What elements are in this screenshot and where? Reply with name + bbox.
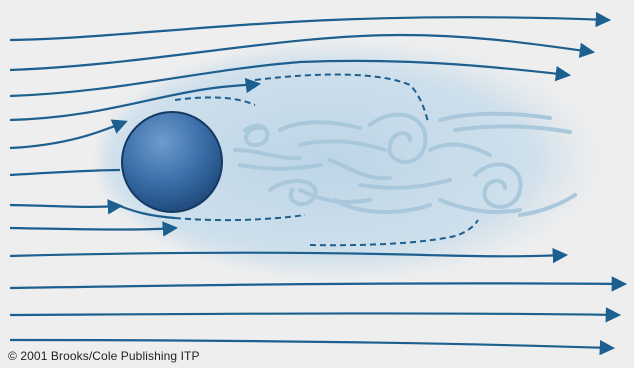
streamline xyxy=(9,338,616,356)
streamline xyxy=(9,77,262,122)
streamline xyxy=(9,221,179,237)
streamline xyxy=(9,307,622,323)
streamline xyxy=(9,11,612,42)
wake-region xyxy=(100,45,600,275)
wake-boundary-lines xyxy=(174,73,479,247)
streamline xyxy=(9,276,628,292)
streamlines xyxy=(9,11,628,356)
streamline xyxy=(9,59,572,98)
wake-eddies xyxy=(233,111,577,217)
copyright-notice: © 2001 Brooks/Cole Publishing ITP xyxy=(8,349,200,363)
cylinder xyxy=(121,111,223,213)
streamline xyxy=(9,247,569,264)
streamline xyxy=(9,119,128,150)
streamline xyxy=(9,33,596,72)
near-body-streamlines xyxy=(9,168,176,220)
streamline xyxy=(9,199,124,215)
